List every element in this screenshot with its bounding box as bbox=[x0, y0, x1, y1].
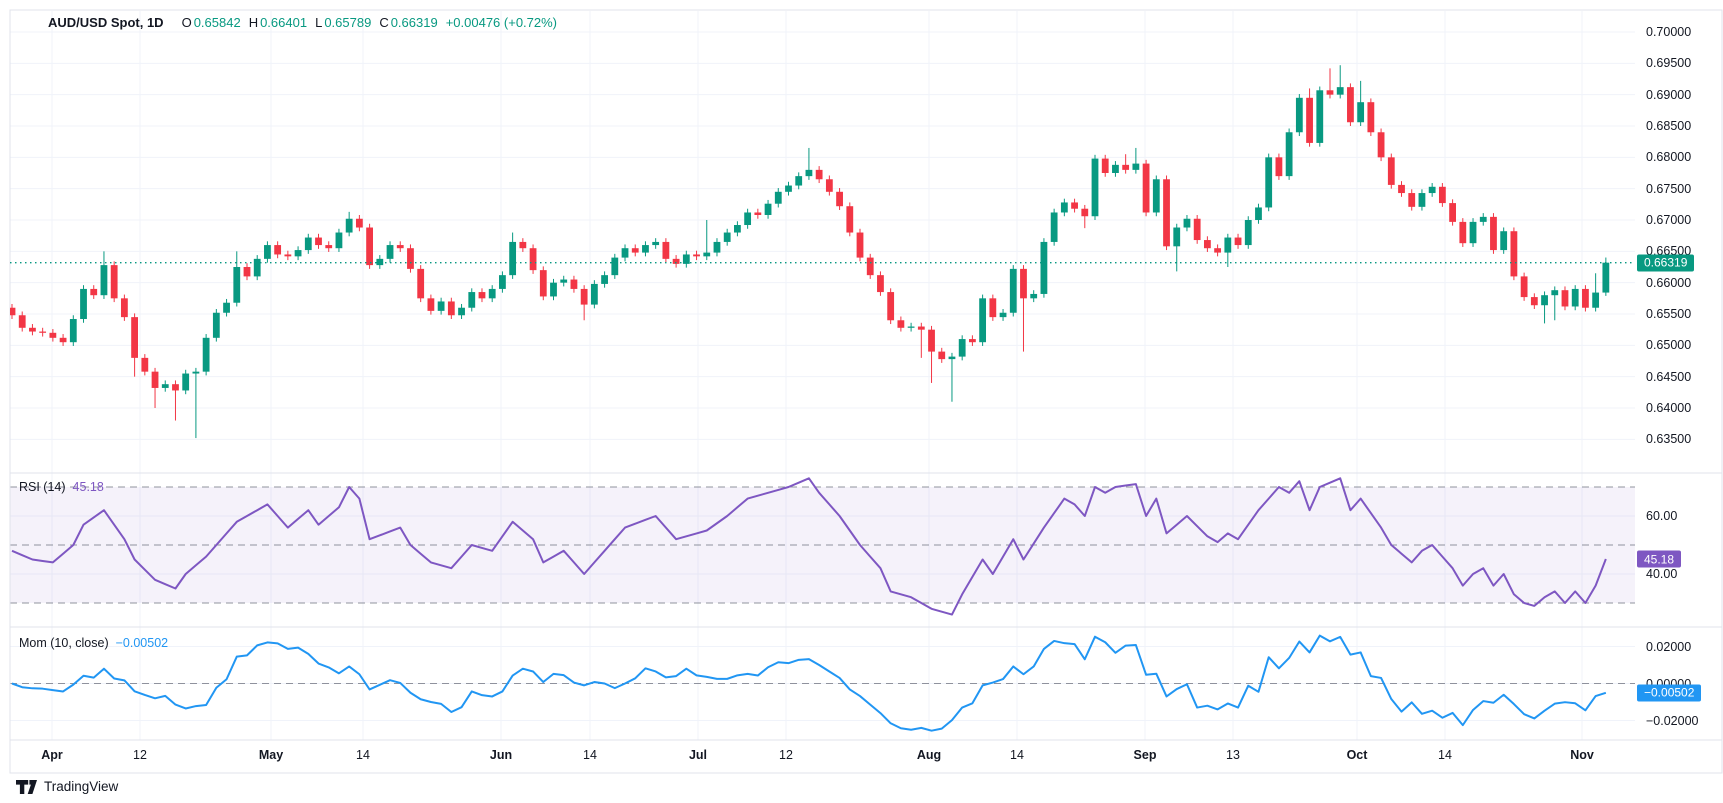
time-tick-label: Aug bbox=[916, 748, 942, 762]
time-tick-label: May bbox=[258, 748, 284, 762]
change-value: +0.00476 (+0.72%) bbox=[445, 15, 558, 30]
time-tick-label: Oct bbox=[1346, 748, 1368, 762]
rsi-value-badge: 45.18 bbox=[1637, 550, 1682, 568]
price-axis-label: 0.70000 bbox=[1646, 25, 1692, 39]
time-tick-label: 13 bbox=[1226, 748, 1240, 762]
time-tick-label: 14 bbox=[356, 748, 370, 762]
rsi-axis-label: 60.00 bbox=[1646, 509, 1678, 523]
time-tick-label: 14 bbox=[583, 748, 597, 762]
price-axis-label: 0.68500 bbox=[1646, 119, 1692, 133]
time-tick-label: Apr bbox=[41, 748, 63, 762]
time-tick-label: 12 bbox=[133, 748, 147, 762]
high-label: H bbox=[248, 15, 259, 30]
price-axis-label: 0.69000 bbox=[1646, 87, 1692, 102]
price-axis-label: 0.67500 bbox=[1646, 181, 1692, 196]
price-axis-label: 0.66000 bbox=[1646, 275, 1692, 290]
price-axis-label: 0.67000 bbox=[1646, 213, 1692, 227]
mom-value-badge: −0.00502 bbox=[1637, 684, 1702, 702]
high-value: 0.66401 bbox=[260, 15, 308, 30]
rsi-axis-label: 40.00 bbox=[1646, 567, 1678, 581]
attribution-text: TradingView bbox=[44, 779, 119, 794]
tradingview-logo-icon bbox=[16, 779, 37, 794]
mom-axis-label: 0.02000 bbox=[1646, 639, 1692, 654]
mom-legend[interactable]: Mom (10, close) −0.00502 bbox=[19, 636, 168, 650]
price-axis-label: 0.65000 bbox=[1646, 338, 1692, 353]
time-tick-label: Sep bbox=[1133, 748, 1157, 762]
symbol-title: AUD/USD Spot, 1D bbox=[48, 15, 164, 30]
time-tick-label: Nov bbox=[1570, 748, 1594, 762]
mom-axis-label: −0.02000 bbox=[1646, 713, 1699, 728]
close-label: C bbox=[379, 15, 389, 30]
low-label: L bbox=[315, 15, 323, 30]
mom-value: −0.00502 bbox=[115, 636, 169, 650]
price-axis-label: 0.64500 bbox=[1646, 369, 1692, 384]
rsi-label: RSI (14) bbox=[19, 480, 66, 494]
low-value: 0.65789 bbox=[324, 15, 372, 30]
chart-legend[interactable]: AUD/USD Spot, 1D O 0.65842 H 0.66401 L 0.65789… bbox=[48, 15, 557, 30]
time-tick-label: 12 bbox=[779, 748, 793, 762]
time-tick-label: 14 bbox=[1438, 748, 1452, 762]
close-value: 0.66319 bbox=[390, 15, 438, 30]
tradingview-attribution[interactable]: TradingView bbox=[16, 779, 118, 794]
price-axis-label: 0.63500 bbox=[1646, 432, 1692, 447]
price-axis-label: 0.69500 bbox=[1646, 56, 1692, 71]
mom-label: Mom (10, close) bbox=[19, 636, 109, 650]
price-axis-label: 0.64000 bbox=[1646, 401, 1692, 415]
price-axis-label: 0.68000 bbox=[1646, 150, 1692, 165]
time-tick-label: Jul bbox=[688, 748, 708, 762]
time-tick-label: 14 bbox=[1010, 748, 1024, 762]
last-price-badge: 0.66319 bbox=[1637, 254, 1695, 272]
rsi-value: 45.18 bbox=[72, 480, 104, 494]
rsi-legend[interactable]: RSI (14) 45.18 bbox=[19, 480, 104, 494]
time-tick-label: Jun bbox=[489, 748, 513, 762]
open-value: 0.65842 bbox=[193, 15, 241, 30]
open-label: O bbox=[181, 15, 192, 30]
price-axis-label: 0.65500 bbox=[1646, 307, 1692, 321]
